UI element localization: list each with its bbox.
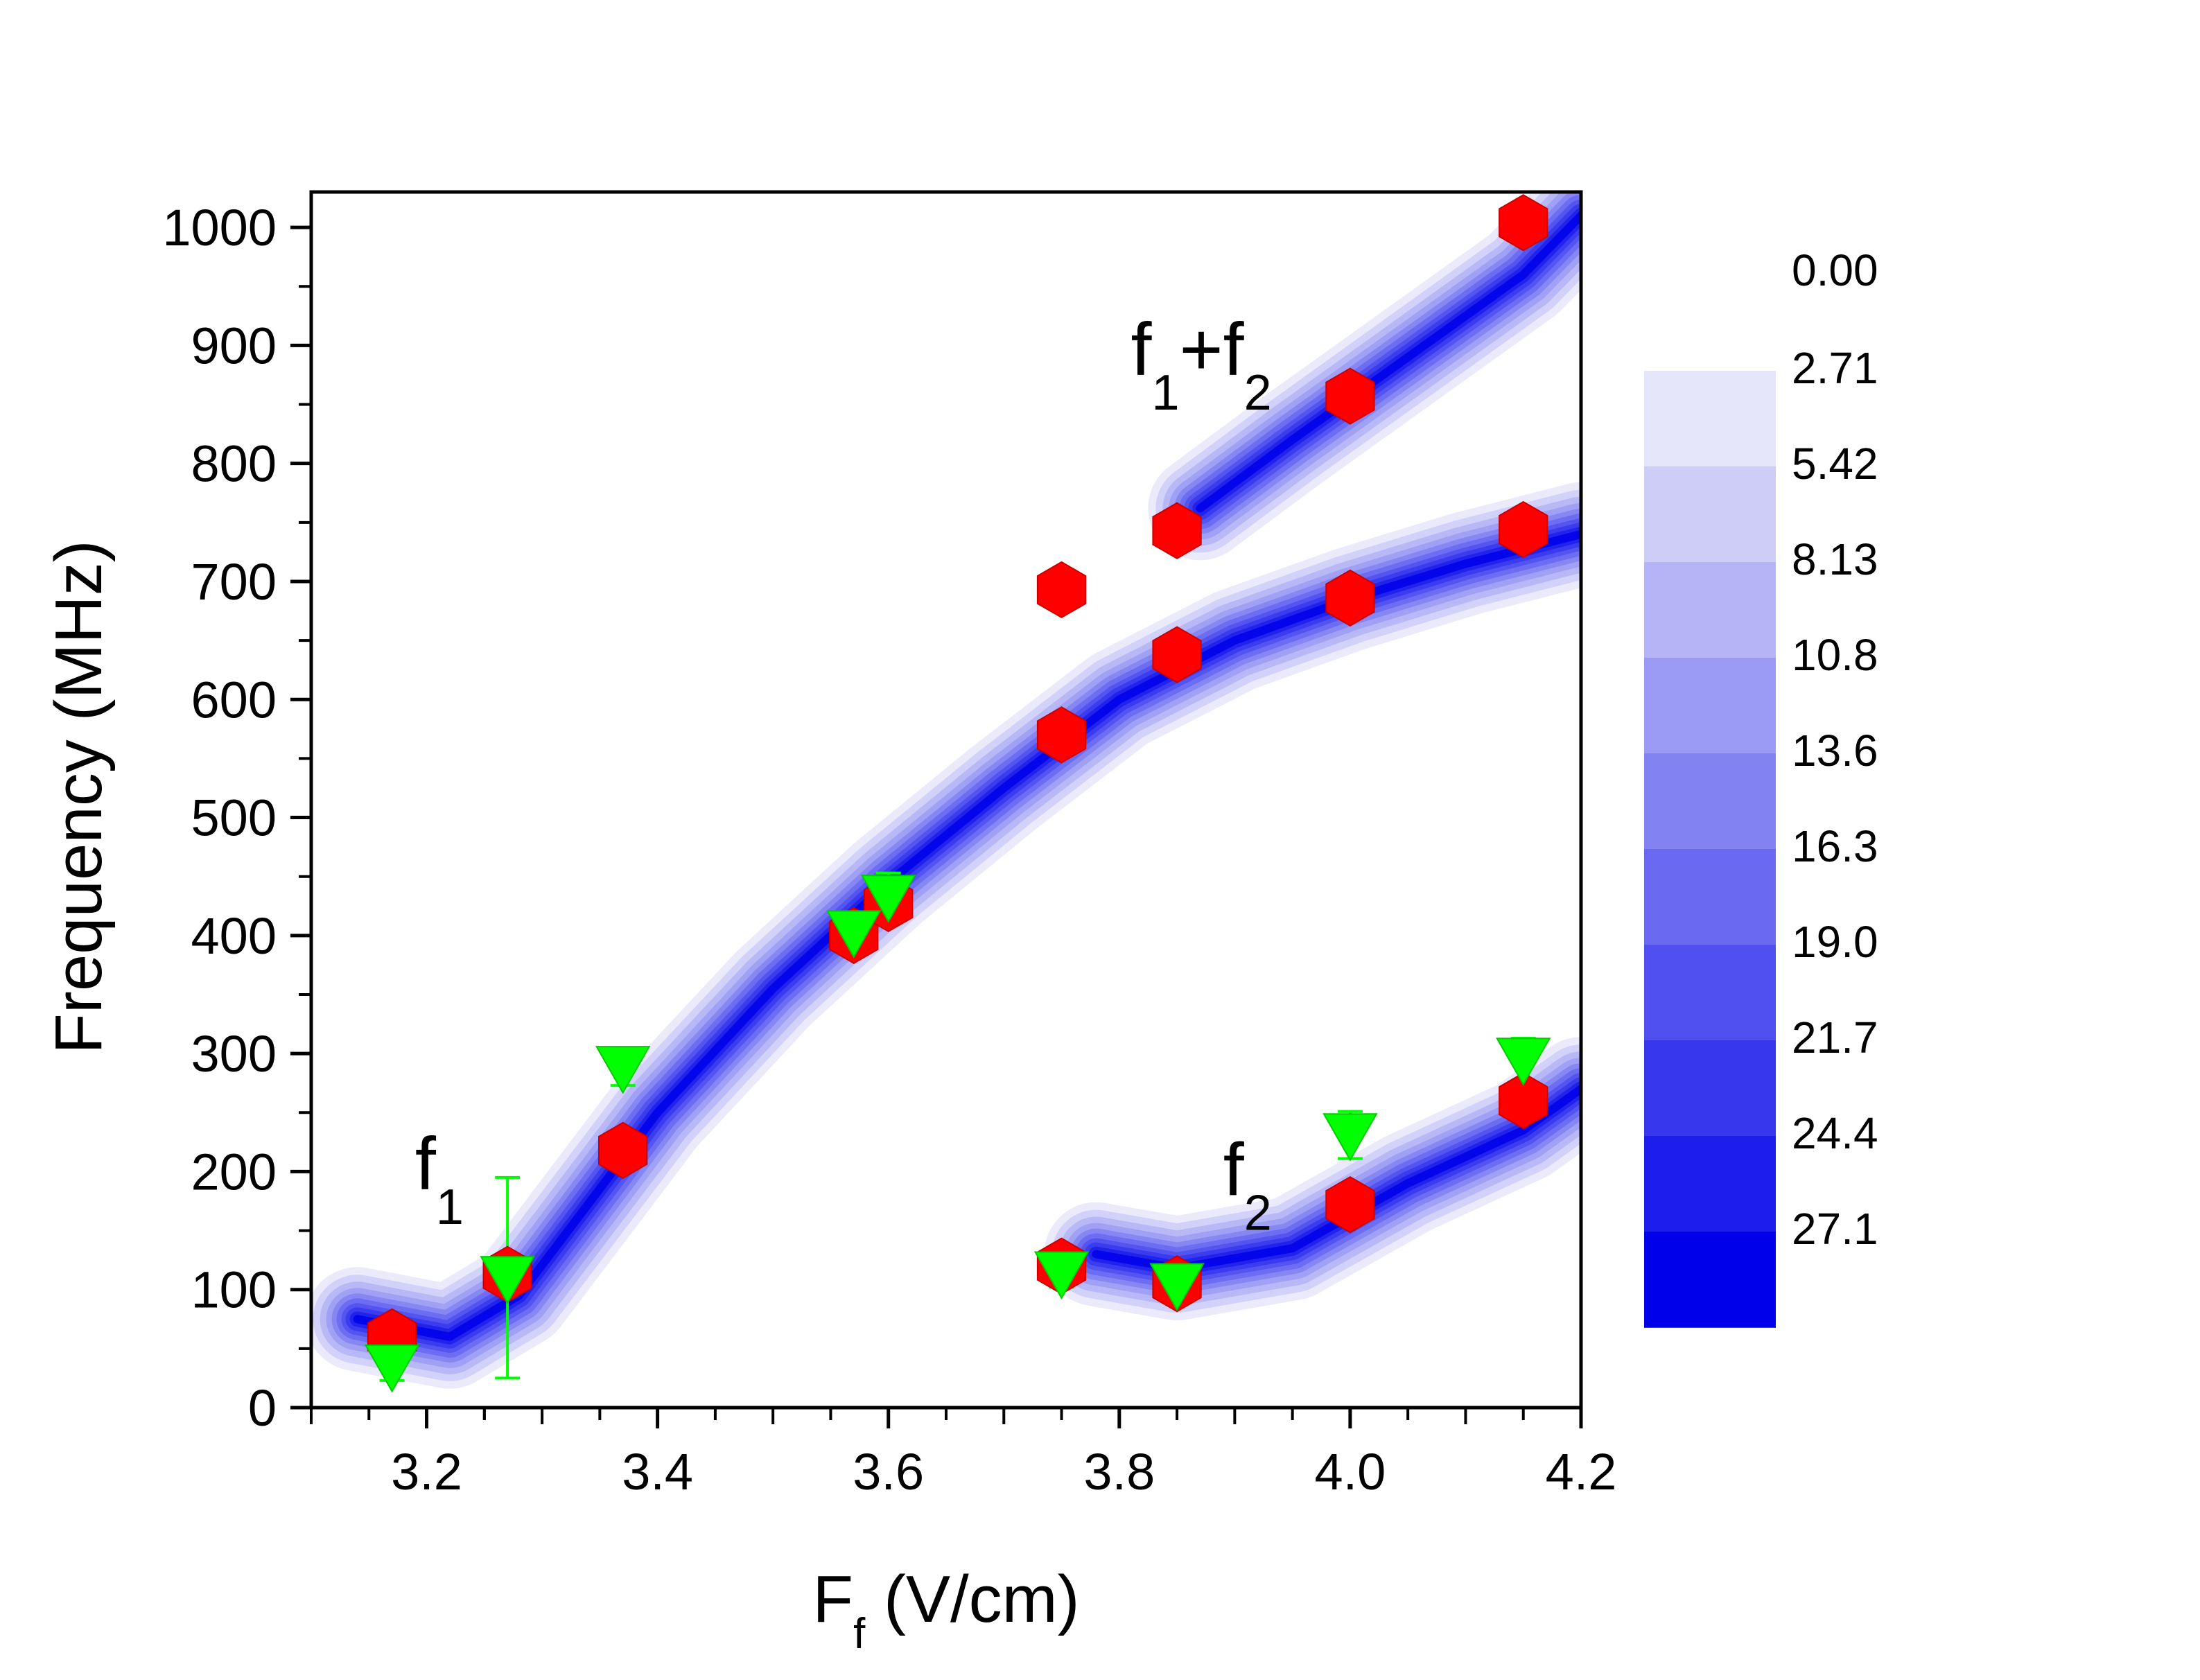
annotation-text: f — [415, 1121, 437, 1205]
x-tick-label: 4.2 — [1546, 1443, 1617, 1500]
annotation-f1: f1 — [415, 1121, 464, 1235]
contour-bands — [311, 192, 1581, 1389]
axes: 3.2 3.4 3.6 3.8 4.0 4.2 0 100 200 300 400 500 600 700… — [162, 199, 1616, 1500]
annotation-subscript: 2 — [1244, 365, 1272, 421]
annotation-subscript: 1 — [1151, 365, 1179, 421]
y-tick-label: 0 — [248, 1379, 277, 1437]
annotation-subscript: 2 — [1244, 1185, 1272, 1241]
colorbar-label: 27.1 — [1792, 1204, 1878, 1254]
colorbar-band-5 — [1644, 753, 1776, 850]
colorbar-band-3 — [1644, 562, 1776, 658]
colorbar-band-8 — [1644, 1040, 1776, 1137]
green-triangle-point — [861, 875, 916, 923]
red-hexagon-point — [1499, 194, 1548, 252]
green-triangle-point — [826, 910, 882, 959]
red-hexagon-point — [1499, 500, 1548, 559]
annotation-suffix: +f — [1180, 307, 1245, 391]
colorbar-band-4 — [1644, 658, 1776, 754]
colorbar-band-1 — [1644, 371, 1776, 467]
y-tick-label: 300 — [191, 1025, 277, 1083]
green-triangle-point — [1322, 1113, 1378, 1162]
colorbar-band-2 — [1644, 466, 1776, 563]
y-tick-label: 200 — [191, 1143, 277, 1200]
annotation-subscript: 1 — [436, 1180, 464, 1235]
red-hexagon-point — [1152, 502, 1202, 559]
green-triangle-point — [1149, 1263, 1205, 1312]
colorbar-band-9 — [1644, 1136, 1776, 1232]
y-axis-title: Frequency (MHz) — [42, 540, 116, 1053]
x-axis-title: Ff (V/cm) — [812, 1562, 1079, 1658]
green-triangle-point — [480, 1256, 535, 1304]
red-hexagon-point — [1325, 1175, 1375, 1234]
x-axis-title-unit: (V/cm) — [865, 1562, 1079, 1636]
y-tick-label: 100 — [191, 1261, 277, 1319]
colorbar-band-6 — [1644, 849, 1776, 945]
y-tick-label: 800 — [191, 435, 277, 493]
y-tick-label: 400 — [191, 907, 277, 965]
annotation-text: f — [1223, 1127, 1245, 1211]
colorbar-label: 8.13 — [1792, 534, 1878, 584]
annotation-f1-plus-f2: f1+f2 — [1130, 307, 1271, 421]
x-tick-label: 3.6 — [853, 1443, 924, 1500]
colorbar-label: 13.6 — [1792, 726, 1878, 776]
colorbar-label: 16.3 — [1792, 821, 1878, 871]
x-tick-label: 3.8 — [1083, 1443, 1155, 1500]
y-tick-label: 600 — [191, 671, 277, 728]
colorbar-label: 21.7 — [1792, 1013, 1878, 1062]
colorbar-label: 10.8 — [1792, 630, 1878, 680]
red-hexagon-point — [1036, 561, 1087, 619]
colorbar-band-7 — [1644, 945, 1776, 1041]
annotation-f2: f2 — [1223, 1127, 1272, 1241]
x-tick-label: 4.0 — [1314, 1443, 1386, 1500]
green-triangle-point — [364, 1344, 420, 1393]
y-tick-label: 1000 — [162, 199, 277, 256]
red-hexagon-point — [1325, 569, 1375, 627]
annotation-text: f — [1130, 307, 1152, 391]
colorbar: 0.00 2.71 5.42 8.13 10.8 13.6 16.3 19.0 21.7 24.4… — [1644, 245, 1878, 1328]
colorbar-label: 5.42 — [1792, 439, 1878, 489]
red-hexagon-point — [598, 1121, 648, 1179]
x-tick-label: 3.4 — [622, 1443, 693, 1500]
y-tick-label: 900 — [191, 317, 277, 374]
colorbar-label: 24.4 — [1792, 1108, 1878, 1158]
colorbar-band-10 — [1644, 1232, 1776, 1328]
x-axis-title-subscript: f — [853, 1610, 866, 1658]
colorbar-label: 2.71 — [1792, 343, 1878, 393]
x-axis-title-main: F — [812, 1562, 853, 1636]
green-triangle-series — [364, 875, 1551, 1393]
x-tick-label: 3.2 — [391, 1443, 462, 1500]
green-triangle-point — [1033, 1251, 1090, 1300]
green-triangle-point — [595, 1046, 651, 1094]
red-hexagon-point — [1152, 626, 1202, 683]
red-hexagon-point — [1325, 367, 1375, 425]
green-triangle-point — [1496, 1038, 1551, 1086]
contour-f1+f2-band-10 — [1196, 211, 1581, 513]
colorbar-label: 0.00 — [1792, 245, 1878, 295]
y-tick-label: 700 — [191, 553, 277, 611]
colorbar-label: 19.0 — [1792, 917, 1878, 967]
y-tick-label: 500 — [191, 789, 277, 847]
red-hexagon-point — [1036, 706, 1087, 764]
